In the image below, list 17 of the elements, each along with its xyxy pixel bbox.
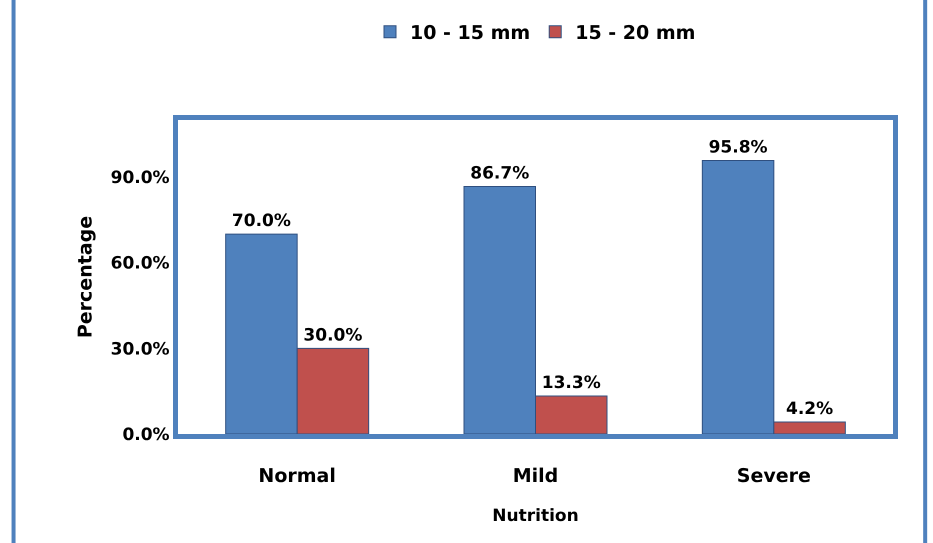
data-label: 13.3% (542, 373, 601, 394)
x-axis-title: Nutrition (492, 506, 579, 526)
x-tick-label: Severe (736, 464, 811, 487)
y-axis-title: Percentage (74, 216, 96, 338)
y-tick-label: 30.0% (110, 339, 170, 360)
y-tick-label: 60.0% (110, 254, 170, 274)
data-label: 95.8% (708, 138, 768, 158)
data-label: 86.7% (470, 164, 530, 184)
x-tick-label: Mild (512, 464, 558, 487)
data-label: 70.0% (232, 211, 291, 232)
data-label: 4.2% (786, 399, 834, 420)
y-tick-label: 0.0% (122, 424, 170, 445)
y-tick-label: 90.0% (110, 168, 170, 188)
x-tick-label: Normal (258, 464, 336, 487)
legend-label: 10 - 15 mm (410, 22, 530, 44)
data-label: 30.0% (303, 325, 362, 346)
legend-label: 15 - 20 mm (575, 22, 696, 44)
